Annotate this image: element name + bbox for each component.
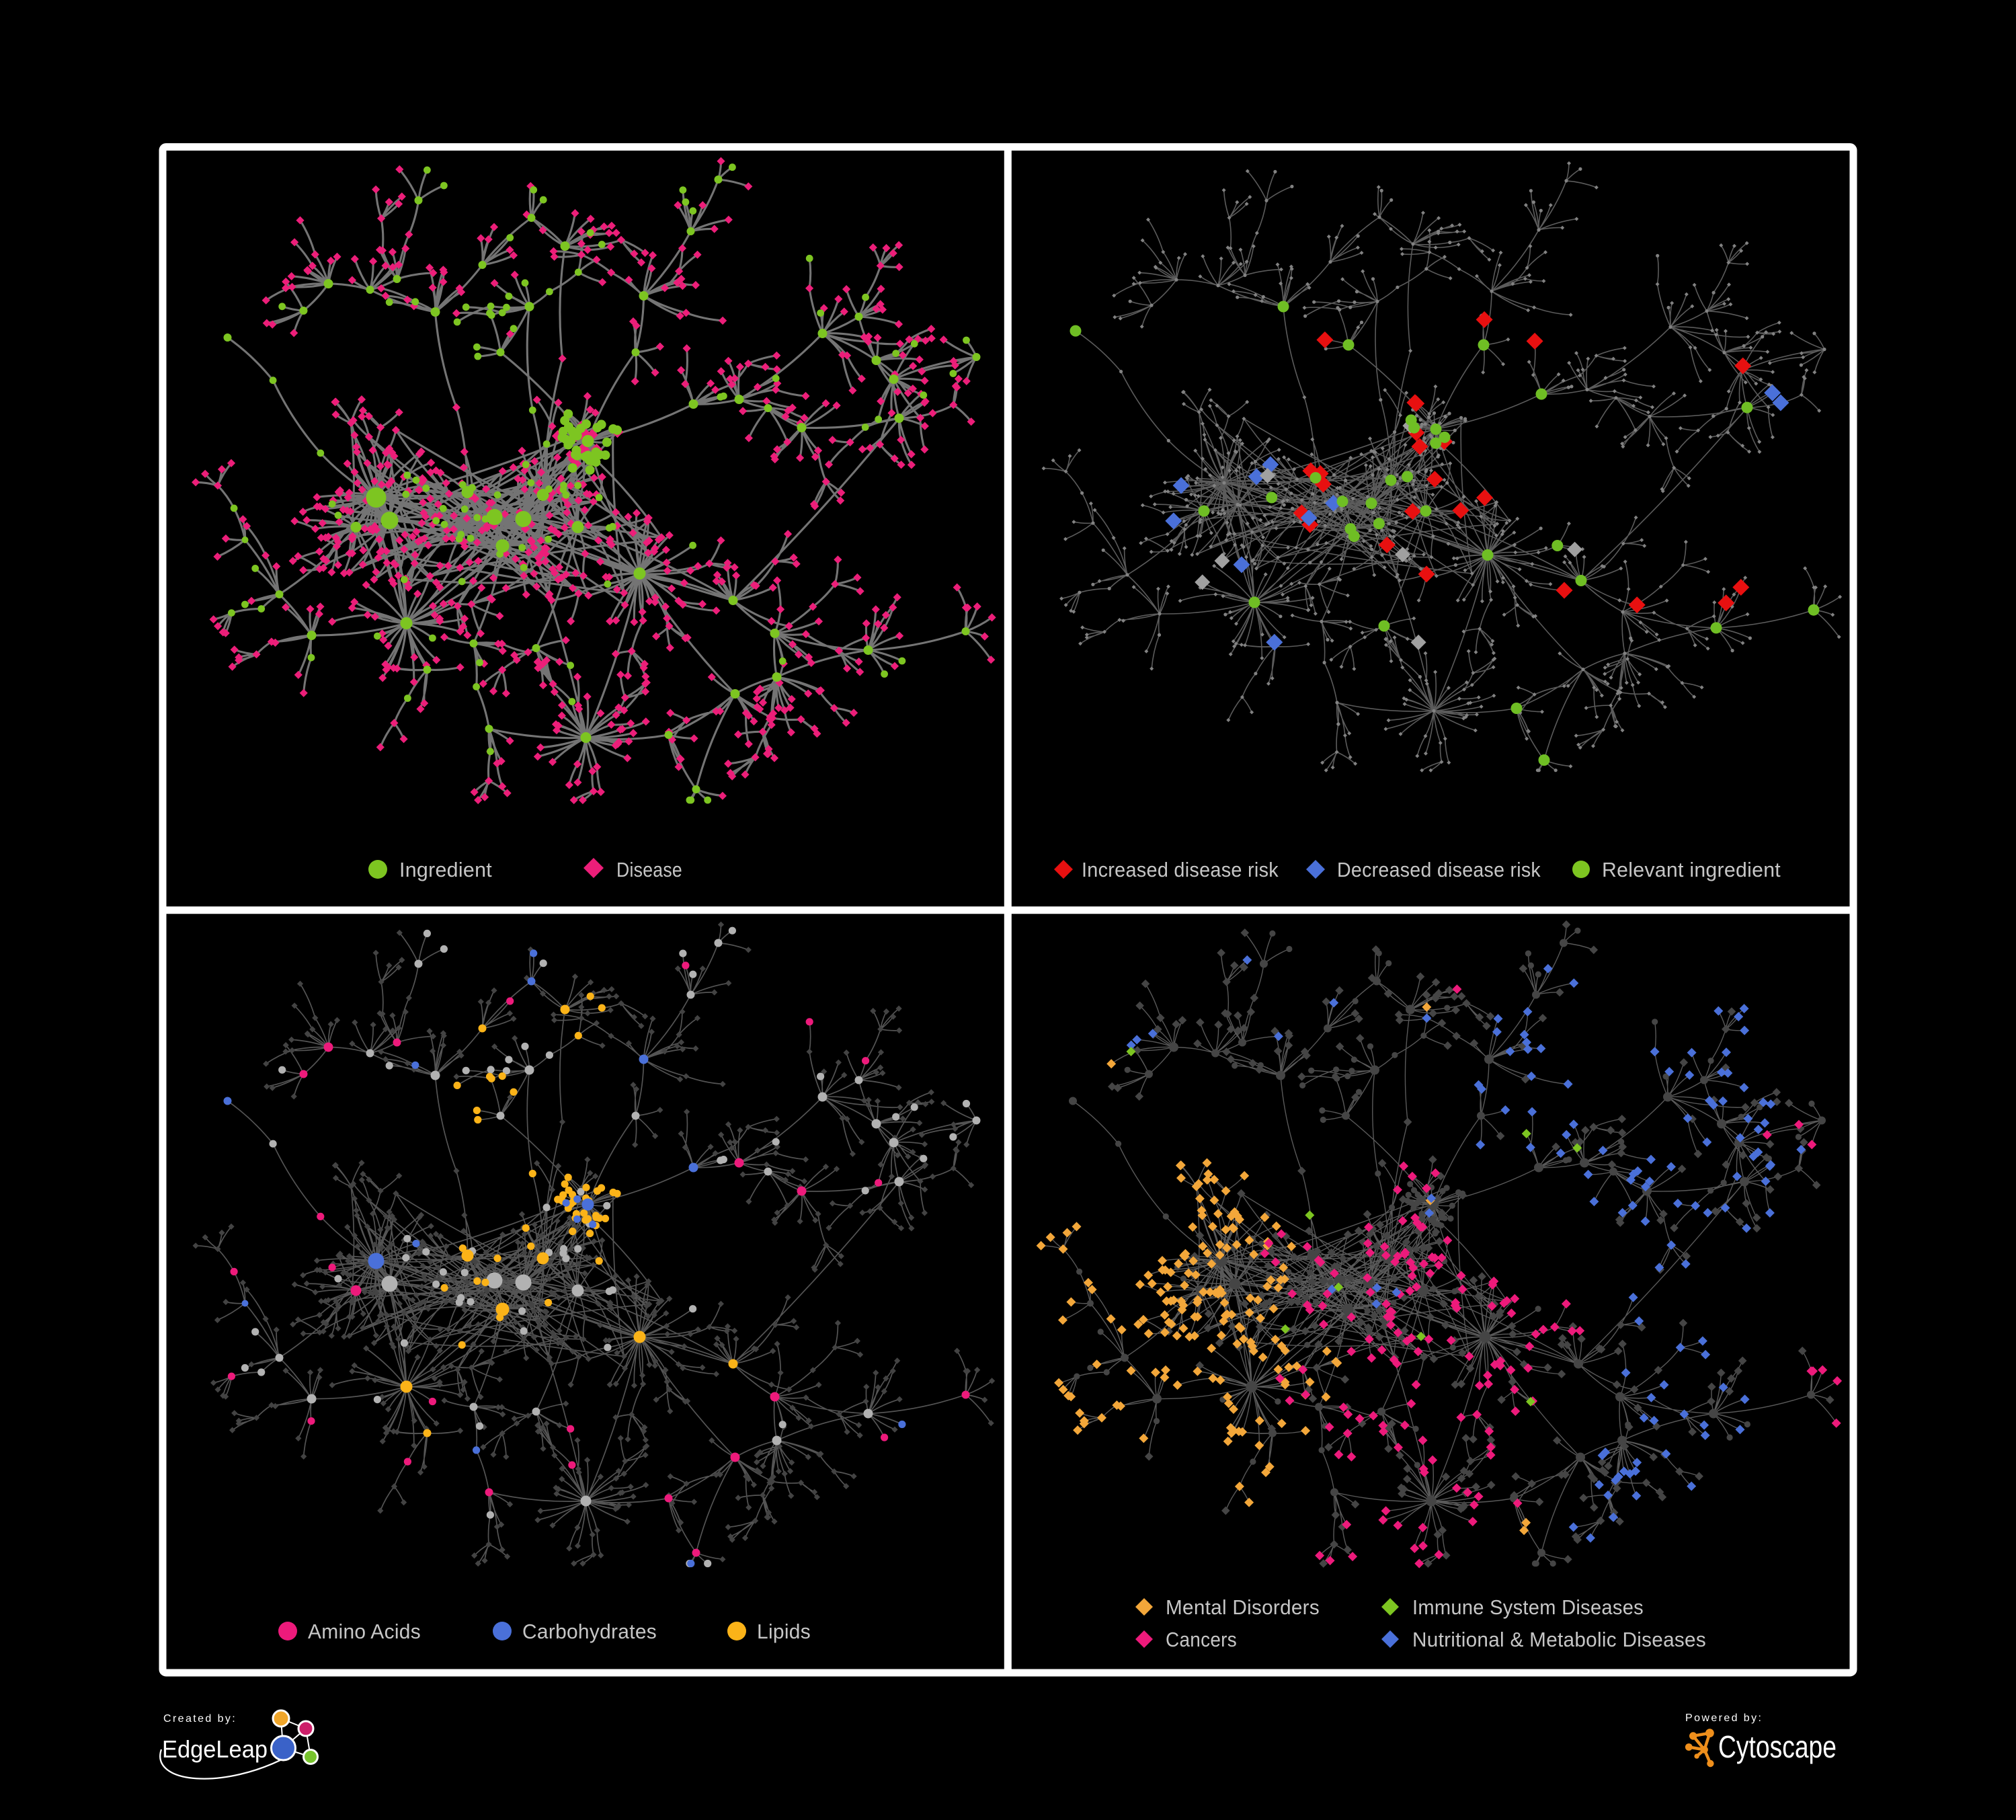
svg-text:Relevant ingredient: Relevant ingredient — [1602, 858, 1781, 881]
svg-text:Disease: Disease — [616, 858, 682, 881]
svg-text:Ingredient: Ingredient — [399, 858, 492, 881]
svg-text:Powered by:: Powered by: — [1685, 1712, 1763, 1724]
svg-text:Lipids: Lipids — [757, 1620, 811, 1643]
svg-text:Mental Disorders: Mental Disorders — [1166, 1595, 1320, 1619]
svg-text:Created by:: Created by: — [163, 1713, 237, 1725]
svg-text:Nutritional & Metabolic Diseas: Nutritional & Metabolic Diseases — [1412, 1628, 1706, 1651]
svg-text:Increased disease risk: Increased disease risk — [1082, 858, 1279, 881]
svg-text:Decreased disease risk: Decreased disease risk — [1337, 858, 1541, 881]
svg-text:Amino Acids: Amino Acids — [308, 1620, 421, 1643]
svg-text:Cytoscape: Cytoscape — [1718, 1729, 1837, 1764]
svg-text:Carbohydrates: Carbohydrates — [522, 1620, 657, 1643]
svg-text:Immune System Diseases: Immune System Diseases — [1412, 1595, 1644, 1619]
svg-text:EdgeLeap: EdgeLeap — [162, 1735, 268, 1763]
svg-text:Cancers: Cancers — [1166, 1628, 1237, 1651]
